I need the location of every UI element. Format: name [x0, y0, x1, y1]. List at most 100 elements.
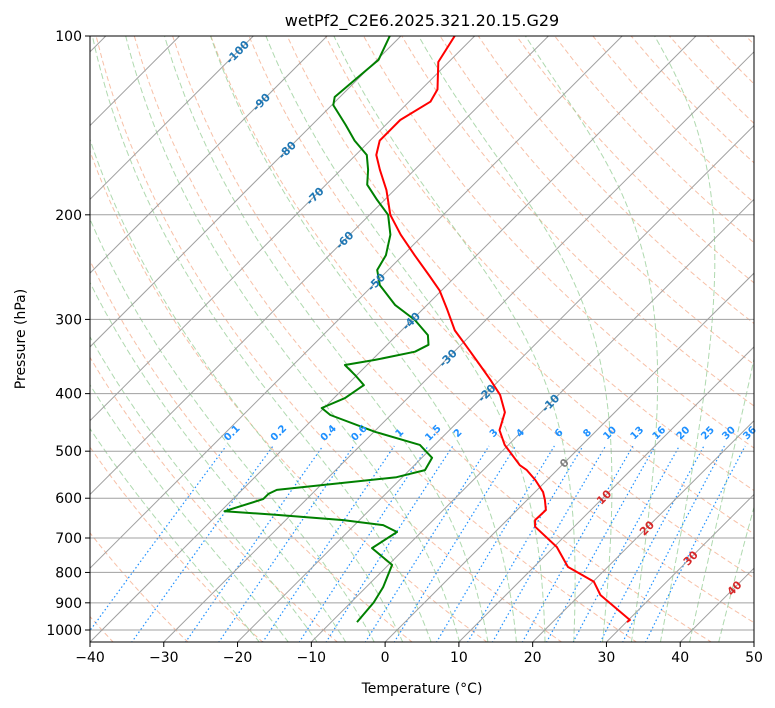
moist-adiabat — [654, 36, 716, 642]
mixing-ratio-label: 25 — [699, 425, 717, 443]
dry-adiabat — [439, 36, 754, 366]
isotherm-line — [90, 36, 328, 274]
mixing-ratio-label: 3 — [488, 427, 501, 440]
isotherm-label: -80 — [276, 138, 299, 161]
dry-adiabat — [210, 36, 754, 624]
mixing-ratio-line — [645, 445, 746, 642]
mixing-ratio-line — [546, 445, 656, 642]
mixing-ratio-line — [90, 445, 227, 632]
isotherm-line — [679, 567, 754, 642]
x-tick-label: 10 — [450, 650, 468, 666]
dry-adiabat — [477, 36, 754, 325]
mixing-ratio-line — [521, 445, 634, 642]
mixing-ratio-label: 6 — [553, 427, 566, 440]
isotherm-line — [90, 36, 476, 422]
moist-adiabat — [90, 427, 260, 642]
x-tick-label: −10 — [297, 650, 327, 666]
mixing-ratio-label: 8 — [581, 427, 594, 440]
x-tick-label: −30 — [149, 650, 179, 666]
x-tick-label: 20 — [524, 650, 542, 666]
dry-adiabat — [668, 36, 754, 125]
y-tick-label: 300 — [55, 312, 82, 328]
y-tick-label: 200 — [55, 208, 82, 224]
moist-adiabat — [90, 335, 318, 642]
dry-adiabat — [90, 532, 189, 642]
y-tick-label: 800 — [55, 565, 82, 581]
mixing-ratio-line — [467, 445, 584, 642]
mixing-ratio-line — [298, 445, 429, 642]
mixing-ratio-label: 2 — [452, 427, 465, 440]
background-lines — [90, 36, 754, 642]
isotherm-line — [384, 272, 754, 642]
chart-title: wetPf2_C2E6.2025.321.20.15.G29 — [285, 11, 559, 31]
y-tick-label: 1000 — [46, 623, 82, 639]
x-tick-label: 0 — [381, 650, 390, 666]
y-tick-label: 100 — [55, 29, 82, 45]
dry-adiabat — [745, 36, 754, 46]
dry-adiabat — [172, 36, 713, 642]
y-axis-label: Pressure (hPa) — [13, 289, 29, 389]
isotherm-line — [310, 198, 754, 642]
isotherm-line — [90, 36, 402, 348]
x-tick-label: −20 — [223, 650, 253, 666]
isotherm-label: -100 — [223, 38, 252, 67]
moist-adiabat — [125, 36, 460, 642]
mixing-ratio-label: 20 — [675, 425, 693, 443]
x-tick-label: −40 — [75, 650, 105, 666]
moist-adiabat — [718, 505, 754, 642]
isotherm-line — [90, 36, 623, 569]
moist-adiabat — [524, 36, 659, 642]
mixing-ratio-line — [572, 445, 680, 642]
isotherm-line — [458, 346, 754, 642]
mixing-ratio-line — [364, 445, 490, 642]
moist-adiabat — [90, 217, 375, 642]
isotherm-line — [90, 36, 254, 201]
y-tick-label: 400 — [55, 387, 82, 403]
mixing-ratio-label: 4 — [514, 427, 527, 440]
dry-adiabat — [363, 36, 754, 449]
dry-adiabat — [90, 446, 264, 642]
dry-adiabat — [516, 36, 754, 284]
mixing-ratio-label: 36 — [741, 425, 759, 443]
temperature-trace — [375, 36, 631, 623]
mixing-ratio-line — [599, 445, 705, 642]
moist-adiabat — [689, 356, 754, 642]
x-tick-label: 30 — [598, 650, 616, 666]
y-tick-label: 600 — [55, 491, 82, 507]
mixing-ratio-line — [262, 445, 395, 642]
isotherm-line — [237, 124, 754, 642]
axis-ticks: −40 −30 −20 −10 0 10 20 30 40 5010020030040050060… — [46, 29, 763, 666]
mixing-ratio-line — [436, 445, 555, 642]
x-tick-label: 40 — [671, 650, 689, 666]
isotherm-line — [532, 419, 754, 642]
plot-frame — [89, 35, 755, 643]
mixing-ratio-line — [184, 445, 324, 642]
traces — [223, 36, 631, 623]
moist-adiabat — [418, 36, 613, 642]
x-tick-label: 50 — [745, 650, 763, 666]
mixing-ratio-line — [325, 445, 454, 642]
mixing-ratio-label: 0.1 — [222, 423, 242, 443]
isotherm-line — [753, 641, 754, 642]
dry-adiabat — [90, 149, 488, 642]
moist-adiabat — [333, 36, 576, 642]
dry-adiabat — [324, 36, 754, 492]
mixing-ratio-line — [131, 445, 274, 642]
dry-adiabat — [95, 36, 563, 642]
moist-adiabat — [164, 36, 489, 642]
x-axis-label: Temperature (°C) — [361, 681, 483, 697]
moist-adiabat — [265, 36, 546, 642]
mixing-ratio-label: 16 — [651, 425, 669, 443]
mixing-ratio-label: 0.6 — [349, 423, 369, 443]
moist-adiabat — [90, 383, 289, 642]
mixing-ratio-label: 1.5 — [423, 423, 443, 443]
dry-adiabat — [630, 36, 754, 164]
mixing-ratio-label: 0.2 — [269, 423, 289, 443]
mixing-ratio-line — [393, 445, 517, 642]
moist-adiabat — [90, 281, 347, 642]
isotherm-line — [90, 36, 549, 496]
dry-adiabat — [248, 36, 754, 579]
dry-adiabat — [133, 36, 638, 642]
isotherm-line — [606, 493, 754, 642]
y-tick-label: 900 — [55, 596, 82, 612]
